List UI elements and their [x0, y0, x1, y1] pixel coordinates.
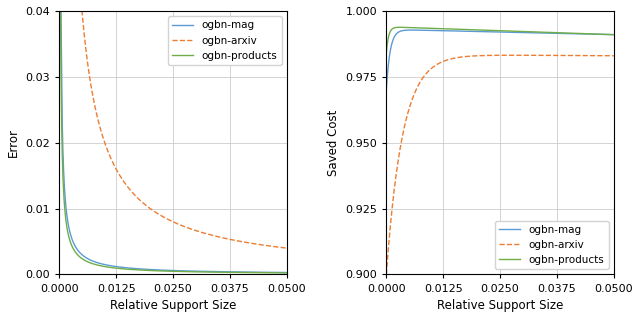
ogbn-mag: [152, 268, 160, 272]
Legend: ogbn-mag, ogbn-arxiv, ogbn-products: ogbn-mag, ogbn-arxiv, ogbn-products: [495, 220, 609, 269]
ogbn-products: [581, 32, 589, 36]
ogbn-mag: [470, 29, 477, 33]
Line: ogbn-mag: ogbn-mag: [387, 30, 614, 90]
Line: ogbn-mag: ogbn-mag: [60, 11, 287, 272]
ogbn-arxiv: [479, 54, 487, 57]
ogbn-products: [152, 269, 160, 273]
X-axis label: Relative Support Size: Relative Support Size: [110, 299, 236, 312]
Line: ogbn-arxiv: ogbn-arxiv: [387, 55, 614, 274]
ogbn-products: [143, 268, 150, 272]
ogbn-products: [383, 51, 390, 55]
ogbn-mag: [383, 88, 390, 92]
Line: ogbn-arxiv: ogbn-arxiv: [60, 11, 287, 248]
ogbn-arxiv: [610, 54, 618, 58]
ogbn-products: [254, 271, 262, 275]
ogbn-products: [470, 28, 477, 32]
ogbn-products: [605, 33, 613, 36]
ogbn-arxiv: [278, 246, 286, 249]
ogbn-mag: [581, 32, 589, 36]
Line: ogbn-products: ogbn-products: [387, 27, 614, 53]
ogbn-arxiv: [383, 272, 390, 276]
ogbn-arxiv: [56, 9, 63, 13]
ogbn-products: [396, 26, 403, 29]
ogbn-mag: [479, 30, 487, 33]
ogbn-mag: [422, 28, 429, 32]
ogbn-arxiv: [81, 42, 89, 46]
ogbn-arxiv: [422, 72, 429, 76]
ogbn-products: [95, 263, 102, 267]
ogbn-mag: [408, 28, 416, 32]
Y-axis label: Saved Cost: Saved Cost: [327, 109, 340, 176]
ogbn-mag: [605, 33, 613, 36]
ogbn-mag: [283, 271, 291, 274]
ogbn-arxiv: [143, 204, 150, 208]
ogbn-arxiv: [283, 246, 291, 250]
ogbn-arxiv: [95, 121, 102, 124]
X-axis label: Relative Support Size: Relative Support Size: [437, 299, 563, 312]
ogbn-mag: [254, 270, 262, 274]
ogbn-arxiv: [408, 97, 416, 101]
ogbn-mag: [610, 33, 618, 37]
ogbn-mag: [407, 28, 415, 32]
ogbn-arxiv: [581, 54, 589, 57]
ogbn-products: [610, 33, 618, 37]
Line: ogbn-products: ogbn-products: [60, 11, 287, 273]
ogbn-arxiv: [470, 54, 477, 58]
ogbn-products: [422, 26, 429, 30]
ogbn-products: [283, 271, 291, 275]
ogbn-arxiv: [509, 53, 516, 57]
ogbn-mag: [81, 255, 89, 259]
ogbn-mag: [56, 9, 63, 13]
ogbn-mag: [143, 267, 150, 271]
ogbn-products: [479, 28, 487, 32]
Legend: ogbn-mag, ogbn-arxiv, ogbn-products: ogbn-mag, ogbn-arxiv, ogbn-products: [168, 16, 282, 65]
ogbn-products: [56, 9, 63, 13]
ogbn-products: [278, 271, 286, 275]
ogbn-products: [408, 26, 416, 30]
ogbn-mag: [278, 271, 286, 274]
ogbn-mag: [95, 261, 102, 265]
ogbn-arxiv: [254, 242, 262, 246]
ogbn-products: [81, 259, 89, 263]
Y-axis label: Error: Error: [7, 128, 20, 157]
ogbn-arxiv: [152, 211, 160, 215]
ogbn-arxiv: [605, 54, 613, 58]
